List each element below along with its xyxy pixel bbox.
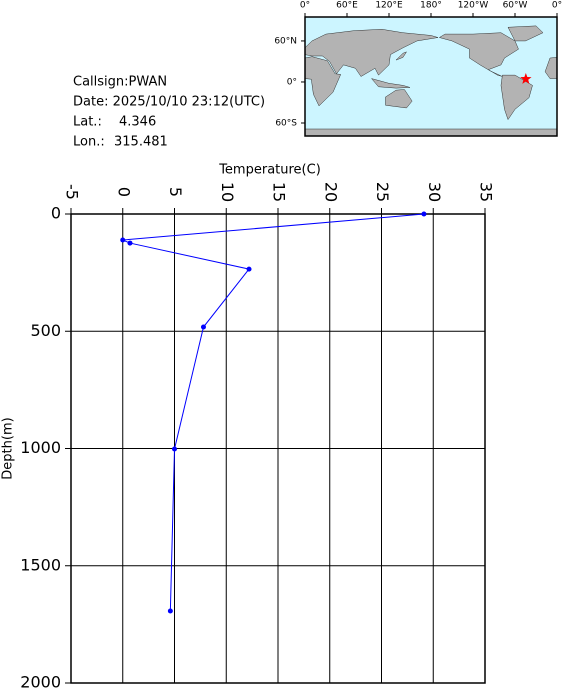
land (438, 32, 519, 77)
profile-point (167, 608, 173, 614)
x-tick-label: 5 (166, 187, 185, 197)
map-x-tick-label: 60°E (336, 1, 358, 11)
map-x-tick-label: 120°W (458, 1, 489, 11)
y-tick-label: 1500 (20, 555, 61, 574)
land (507, 25, 544, 42)
date: Date: 2025/10/10 23:12(UTC) (73, 95, 265, 110)
callsign: Callsign:PWAN (73, 75, 167, 90)
map-x-tick-label: 0° (300, 1, 310, 11)
x-tick-label: 30 (425, 182, 444, 202)
x-tick-label: 0 (114, 187, 133, 197)
profile-point (127, 240, 133, 246)
profile-point (200, 324, 206, 330)
station-marker (520, 72, 532, 84)
lat-label: Lat.: (73, 115, 102, 130)
profile-point (246, 266, 252, 272)
land (385, 89, 413, 109)
y-tick-label: 500 (30, 321, 61, 340)
y-tick-label: 1000 (20, 438, 61, 457)
land (370, 78, 411, 89)
lon-label: Lon.: (73, 135, 105, 150)
x-tick-label: 25 (373, 182, 392, 202)
land (304, 29, 439, 77)
lat-value: 4.346 (119, 115, 156, 130)
y-axis-label: Depth(m) (1, 417, 16, 479)
map-x-tick-label: 180° (420, 1, 442, 11)
x-tick-label: 10 (218, 182, 237, 202)
map-x-tick-label: 60°W (503, 1, 528, 11)
x-axis-label: Temperature(C) (218, 163, 321, 178)
profile-point (120, 237, 126, 243)
map-y-tick-label: 0° (287, 77, 297, 87)
x-tick-label: -5 (63, 184, 82, 200)
land (304, 56, 342, 107)
antarctica (304, 128, 558, 137)
map-x-tick-label: 120°E (375, 1, 403, 11)
map-y-tick-label: 60°S (275, 119, 297, 129)
y-tick-label: 2000 (20, 673, 61, 690)
map-y-tick-label: 60°N (274, 36, 297, 46)
profile-point (172, 446, 177, 452)
lon-value: 315.481 (114, 135, 168, 150)
y-tick-label: 0 (51, 204, 61, 223)
plot-frame (70, 213, 486, 684)
profile-point (421, 211, 427, 217)
x-tick-label: 15 (270, 182, 289, 202)
map-x-tick-label: 0° (552, 1, 562, 11)
land (500, 74, 533, 121)
x-tick-label: 35 (477, 182, 496, 202)
x-tick-label: 20 (321, 182, 340, 202)
profile-line (122, 213, 424, 612)
land (395, 51, 408, 61)
